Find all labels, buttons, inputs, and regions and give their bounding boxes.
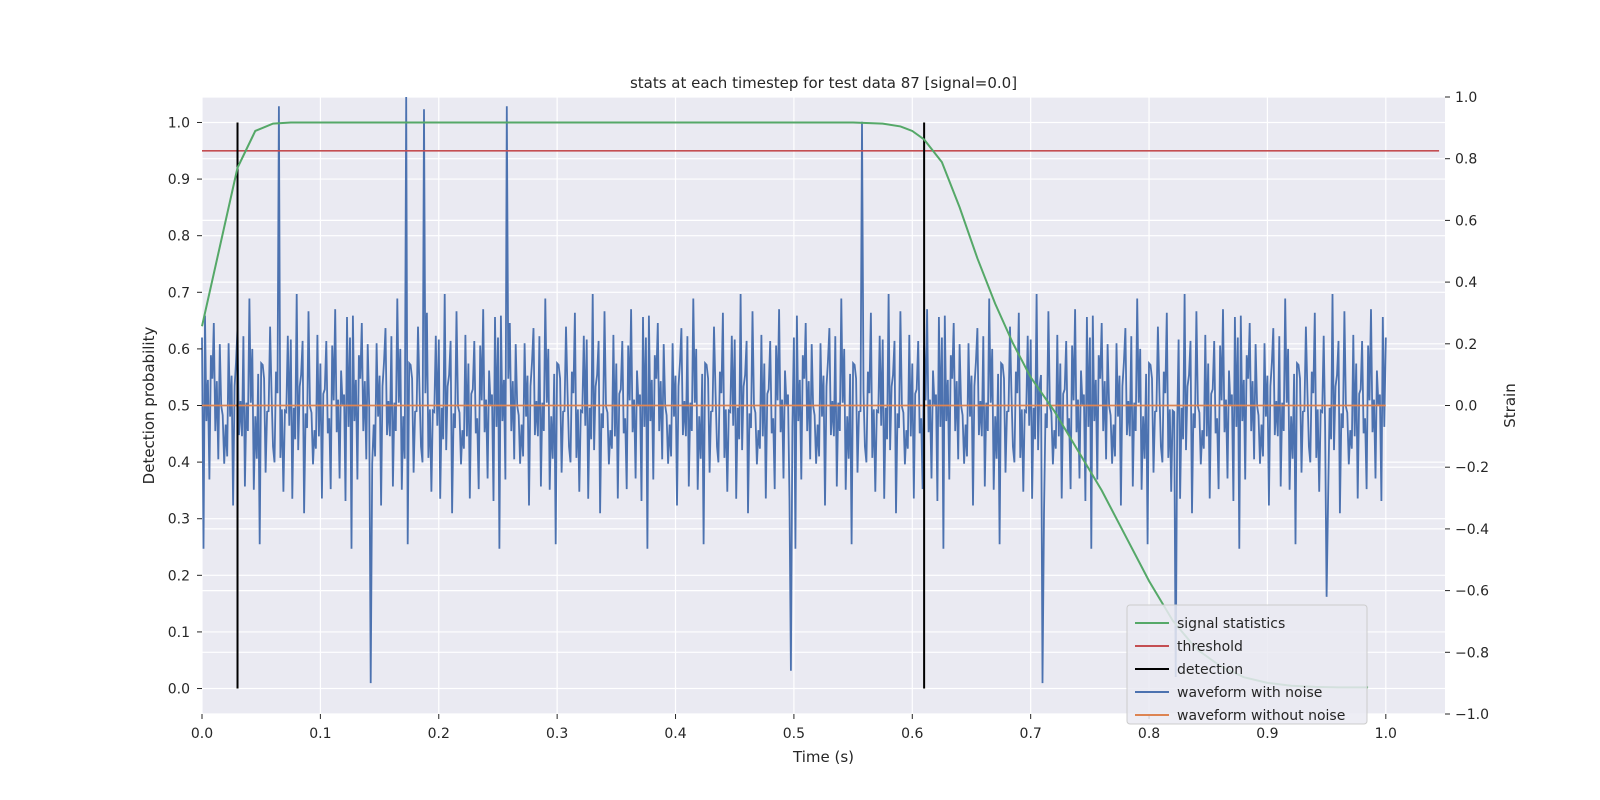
legend-box (1126, 604, 1368, 725)
x-tick-label: 0.6 (901, 726, 923, 742)
y2-tick-label: 0.4 (1455, 275, 1477, 291)
legend: signal statistics threshold detection wavef… (1126, 604, 1368, 725)
y2-tick-label: −1.0 (1455, 707, 1489, 723)
legend-label: detection (1177, 662, 1243, 678)
y2-tick-label: 1.0 (1455, 90, 1477, 106)
x-tick-label: 0.0 (191, 726, 213, 742)
y2-tick-label: −0.6 (1455, 584, 1489, 600)
y2-tick-label: −0.4 (1455, 522, 1489, 538)
y2-tick-label: 0.2 (1455, 337, 1477, 353)
y2-tick-label: 0.8 (1455, 152, 1477, 168)
x-tick-label: 0.4 (664, 726, 686, 742)
legend-label: threshold (1177, 639, 1243, 655)
y-tick-label: 1.0 (168, 115, 190, 131)
chart-title: stats at each timestep for test data 87 … (630, 74, 1017, 92)
legend-label: signal statistics (1177, 616, 1285, 632)
tick-layer: 0.0 0.1 0.2 0.3 0.4 0.5 0.6 0.7 0.8 0.9 1.0 0.0 0.1 0… (168, 90, 1489, 742)
x-tick-label: 0.8 (1138, 726, 1160, 742)
y-tick-label: 0.1 (168, 625, 190, 641)
x-tick-label: 0.7 (1020, 726, 1042, 742)
y-tick-label: 0.8 (168, 229, 190, 245)
x-tick-label: 0.1 (309, 726, 331, 742)
y-axis-label: Detection probability (140, 327, 158, 485)
legend-label: waveform with noise (1177, 685, 1322, 701)
y-tick-label: 0.7 (168, 285, 190, 301)
y-tick-label: 0.4 (168, 455, 190, 471)
y-tick-label: 0.3 (168, 512, 190, 528)
y2-tick-label: −0.8 (1455, 645, 1489, 661)
y-tick-label: 0.2 (168, 568, 190, 584)
legend-label: waveform without noise (1177, 708, 1345, 724)
y-tick-label: 0.5 (168, 399, 190, 415)
x-tick-label: 1.0 (1375, 726, 1397, 742)
y2-tick-label: 0.0 (1455, 399, 1477, 415)
y-tick-label: 0.6 (168, 342, 190, 358)
x-tick-label: 0.5 (783, 726, 805, 742)
series-layer (201, 96, 1440, 689)
x-tick-label: 0.9 (1256, 726, 1278, 742)
x-axis-label: Time (s) (792, 748, 854, 766)
y2-tick-label: 0.6 (1455, 213, 1477, 229)
y-tick-label: 0.0 (168, 682, 190, 698)
x-tick-label: 0.3 (546, 726, 568, 742)
x-tick-label: 0.2 (428, 726, 450, 742)
waveform-with-noise-line (201, 96, 1387, 684)
y2-axis-label: Strain (1501, 383, 1519, 427)
y-tick-label: 0.9 (168, 172, 190, 188)
y2-tick-label: −0.2 (1455, 460, 1489, 476)
